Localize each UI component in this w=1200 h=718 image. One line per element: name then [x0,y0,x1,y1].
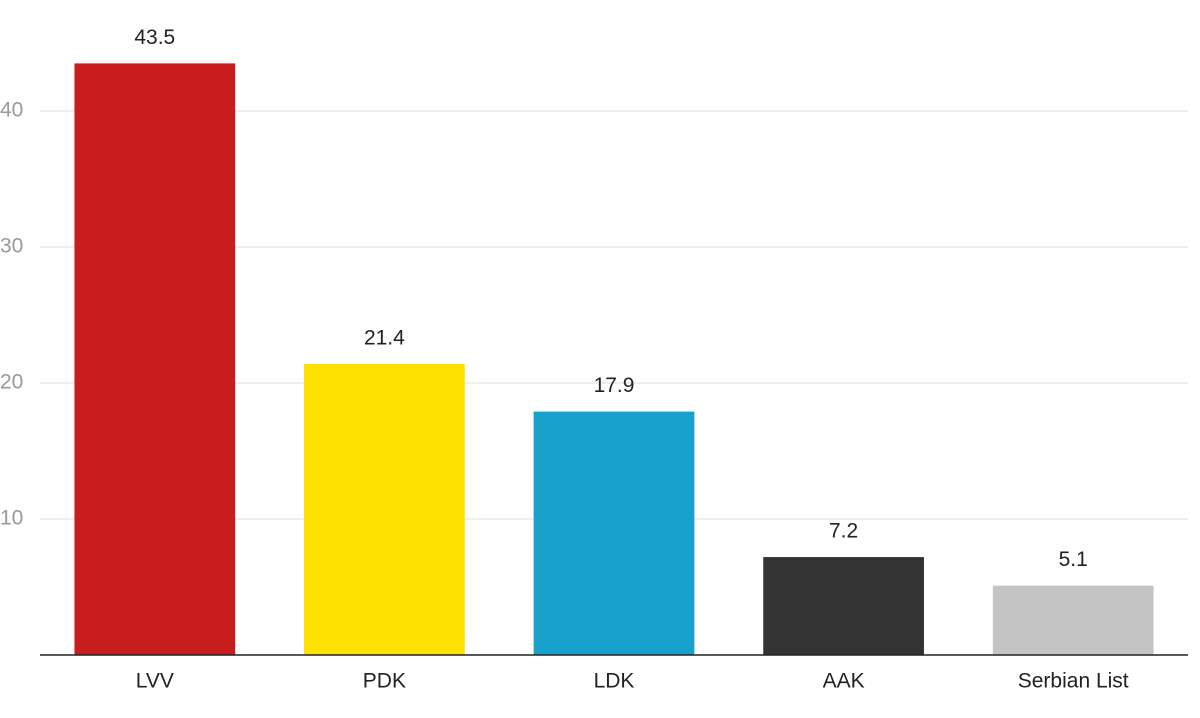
bar [74,63,236,655]
bar [304,363,465,655]
x-tick-label: Serbian List [1018,670,1129,693]
bar [992,585,1154,655]
x-tick-label: PDK [363,670,406,693]
y-tick-label: 40 [0,99,23,122]
bar [533,411,695,655]
x-tick-label: AAK [823,670,865,693]
y-tick-label: 30 [0,235,23,258]
value-label: 21.4 [364,327,405,350]
value-label: 43.5 [134,26,175,49]
value-label: 5.1 [1059,548,1088,571]
y-tick-label: 20 [0,371,23,394]
bar [763,557,924,655]
y-tick-label: 10 [0,507,23,530]
value-label: 7.2 [829,520,858,543]
x-tick-label: LDK [594,670,635,693]
value-label: 17.9 [594,374,635,397]
x-tick-label: LVV [136,670,174,693]
